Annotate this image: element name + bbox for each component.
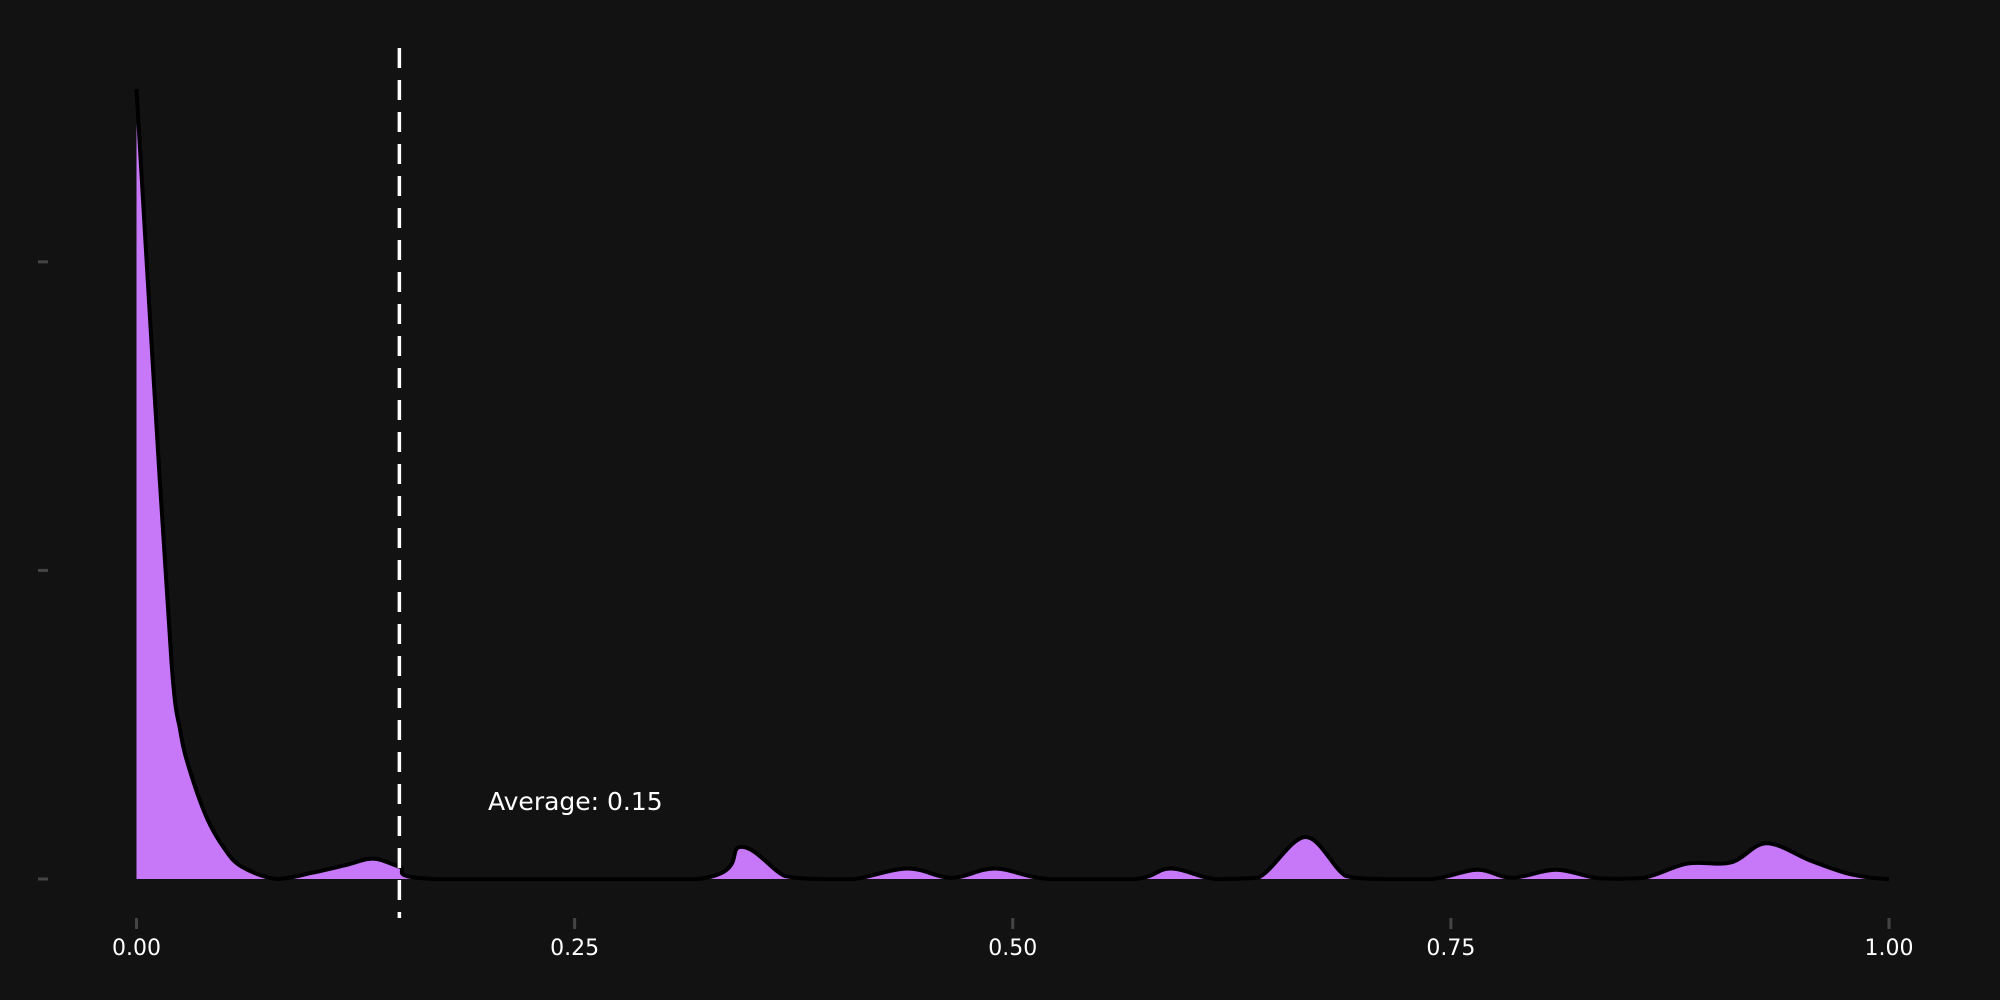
x-tick-label: 0.25	[550, 936, 599, 961]
x-tick-label: 1.00	[1865, 936, 1914, 961]
annotation: Average: 0.15	[488, 787, 663, 816]
x-tick-label: 0.50	[988, 936, 1037, 961]
x-tick-label: 0.00	[112, 936, 161, 961]
x-tick-label: 0.75	[1426, 936, 1475, 961]
density-line	[134, 88, 1890, 882]
